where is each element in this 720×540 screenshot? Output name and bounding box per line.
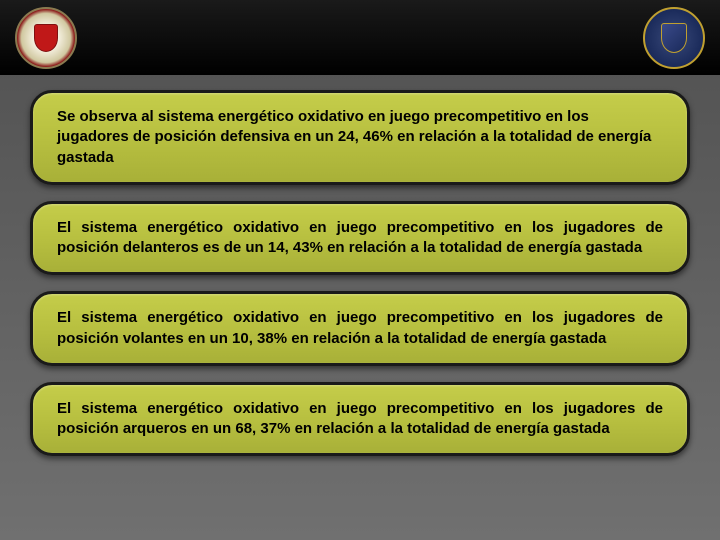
right-logo-badge	[643, 7, 705, 69]
info-text: El sistema energético oxidativo en juego…	[57, 218, 663, 259]
info-box-defensiva: Se observa al sistema energético oxidati…	[30, 90, 690, 185]
slide-header	[0, 0, 720, 75]
info-box-arqueros: El sistema energético oxidativo en juego…	[30, 382, 690, 457]
slide-content: Se observa al sistema energético oxidati…	[0, 75, 720, 471]
info-text: El sistema energético oxidativo en juego…	[57, 399, 663, 440]
info-box-delanteros: El sistema energético oxidativo en juego…	[30, 201, 690, 276]
info-text: Se observa al sistema energético oxidati…	[57, 107, 663, 168]
shield-icon	[661, 23, 687, 53]
info-text: El sistema energético oxidativo en juego…	[57, 308, 663, 349]
info-box-volantes: El sistema energético oxidativo en juego…	[30, 291, 690, 366]
shield-icon	[34, 24, 58, 52]
left-logo-badge	[15, 7, 77, 69]
